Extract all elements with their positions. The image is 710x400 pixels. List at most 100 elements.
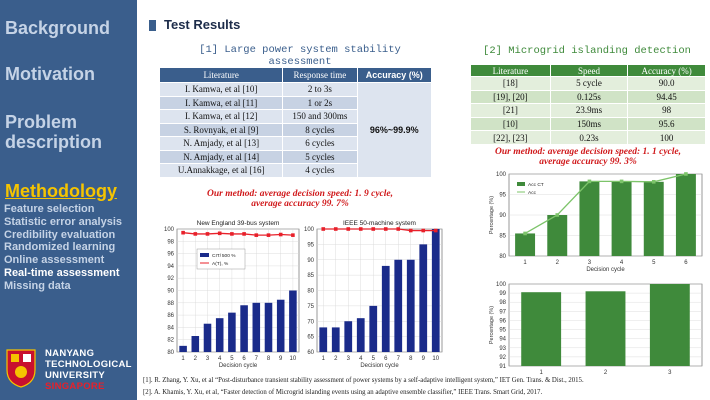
x-tick-label: 3: [588, 260, 592, 266]
nav-methodology[interactable]: Methodology: [5, 181, 117, 201]
chart-bar: [252, 302, 261, 352]
ntu-line4: SINGAPORE: [45, 381, 105, 392]
series-line: [323, 228, 436, 232]
chart-bar: [276, 299, 285, 352]
t2-header-literature: Literature: [470, 64, 551, 77]
y-tick-label: 100: [164, 227, 175, 233]
x-axis-label: Decision cycle: [586, 267, 625, 273]
chart-bar: [579, 181, 600, 256]
y-tick-label: 100: [496, 172, 507, 178]
sub-randomized-learning[interactable]: Randomized learning: [4, 241, 116, 254]
series-marker: [383, 227, 388, 231]
cell: 100: [627, 130, 706, 145]
section2-method-line2: average accuracy 99. 3%: [539, 157, 637, 167]
chart-bar: [521, 292, 562, 366]
y-tick-label: 80: [307, 289, 314, 295]
series-marker: [396, 227, 401, 231]
chart-bar: [203, 323, 212, 352]
cell: N. Amjady, et al [14]: [158, 149, 284, 164]
y-axis-label: Percentage (%): [489, 306, 495, 344]
chart-bar: [381, 265, 390, 352]
table-row: [10] 150ms 95.6: [470, 116, 706, 132]
cell: 150ms: [549, 116, 629, 132]
nav-motivation[interactable]: Motivation: [5, 64, 95, 84]
chart-bar: [611, 181, 632, 256]
x-tick-label: 7: [255, 356, 259, 362]
legend-swatch: [517, 182, 525, 186]
legend-label: Acc CT: [528, 182, 544, 188]
series-marker: [205, 232, 210, 236]
main-content: Test Results [1] Large power system stab…: [137, 0, 710, 400]
chart-bar: [394, 259, 403, 352]
t1-header-literature: Literature: [158, 67, 284, 83]
sub-online-assessment[interactable]: Online assessment: [4, 254, 105, 267]
series-marker: [254, 233, 259, 237]
y-tick-label: 85: [499, 234, 506, 240]
section2-title: [2] Microgrid islanding detection: [483, 45, 691, 57]
ntu-line1: NANYANG: [45, 348, 95, 359]
y-tick-label: 91: [499, 364, 506, 370]
y-tick-label: 80: [499, 254, 506, 260]
sub-credibility-evaluation[interactable]: Credibility evaluation: [4, 228, 116, 241]
methodology-subnav: Feature selection Statistic error analys…: [4, 203, 122, 293]
cell: 1 or 2s: [282, 95, 358, 110]
chart-title: IEEE 50-machine system: [343, 220, 416, 227]
chart-bar: [319, 327, 328, 352]
x-tick-label: 1: [322, 356, 326, 362]
cell: N. Amjady, et al [13]: [158, 136, 284, 151]
t2-header-accuracy: Accuracy (%): [627, 64, 706, 77]
microgrid-table: Literature Speed Accuracy (%) [18] 5 cycl…: [470, 64, 706, 145]
x-tick-label: 4: [359, 356, 363, 362]
x-tick-label: 3: [668, 370, 672, 375]
y-tick-label: 95: [499, 328, 506, 334]
y-tick-label: 93: [499, 346, 506, 352]
x-tick-label: 1: [181, 356, 185, 362]
series-marker: [242, 232, 246, 236]
x-tick-label: 9: [279, 356, 283, 362]
x-axis-label: Decision cycle: [219, 363, 258, 369]
x-tick-label: 1: [523, 260, 527, 266]
t1-header-accuracy: Accuracy (%): [356, 67, 432, 83]
page-title: Test Results: [164, 17, 241, 32]
cell: 2 to 3s: [282, 82, 358, 97]
cell: [18]: [470, 76, 551, 91]
chart-bar: [643, 181, 664, 256]
sub-missing-data[interactable]: Missing data: [4, 279, 71, 292]
y-tick-label: 90: [307, 258, 314, 264]
y-tick-label: 80: [167, 350, 174, 356]
reference-1: [1]. R. Zhang, Y. Xu, et al “Post-distur…: [143, 377, 584, 384]
ntu-crest-icon: [6, 349, 36, 388]
chart-bar: [344, 321, 353, 352]
nav-problem-description[interactable]: Problem description: [5, 112, 103, 152]
chart-bar: [406, 259, 415, 352]
cell: 150 and 300ms: [282, 109, 358, 124]
y-tick-label: 90: [499, 213, 506, 219]
cell: 4 cycles: [282, 163, 358, 178]
sub-statistic-error-analysis[interactable]: Statistic error analysis: [4, 215, 123, 228]
y-tick-label: 98: [167, 239, 174, 245]
sub-real-time-assessment[interactable]: Real-time assessment: [4, 266, 120, 279]
x-tick-label: 2: [604, 370, 608, 375]
x-tick-label: 10: [432, 356, 439, 362]
ntu-line2: TECHNOLOGICAL: [45, 359, 132, 370]
x-tick-label: 4: [620, 260, 624, 266]
sub-feature-selection[interactable]: Feature selection: [4, 203, 95, 215]
x-tick-label: 5: [652, 260, 656, 266]
legend-label: A(T), %: [212, 261, 229, 267]
chart-bar: [675, 174, 696, 256]
y-tick-label: 90: [167, 289, 174, 295]
series-marker: [230, 232, 234, 236]
x-tick-label: 9: [422, 356, 426, 362]
series-marker: [193, 232, 198, 236]
chart-bar: [240, 305, 248, 352]
cell: 6 cycles: [282, 136, 358, 151]
nav-background[interactable]: Background: [5, 18, 111, 38]
series-marker: [217, 231, 222, 236]
series-marker: [651, 179, 656, 184]
cell: U.Annakkage, et al [16]: [158, 163, 284, 178]
y-tick-label: 98: [499, 300, 506, 306]
cell: 5 cycles: [282, 149, 358, 164]
x-axis-label: Decision cycle: [360, 363, 399, 369]
y-tick-label: 99: [499, 291, 506, 297]
